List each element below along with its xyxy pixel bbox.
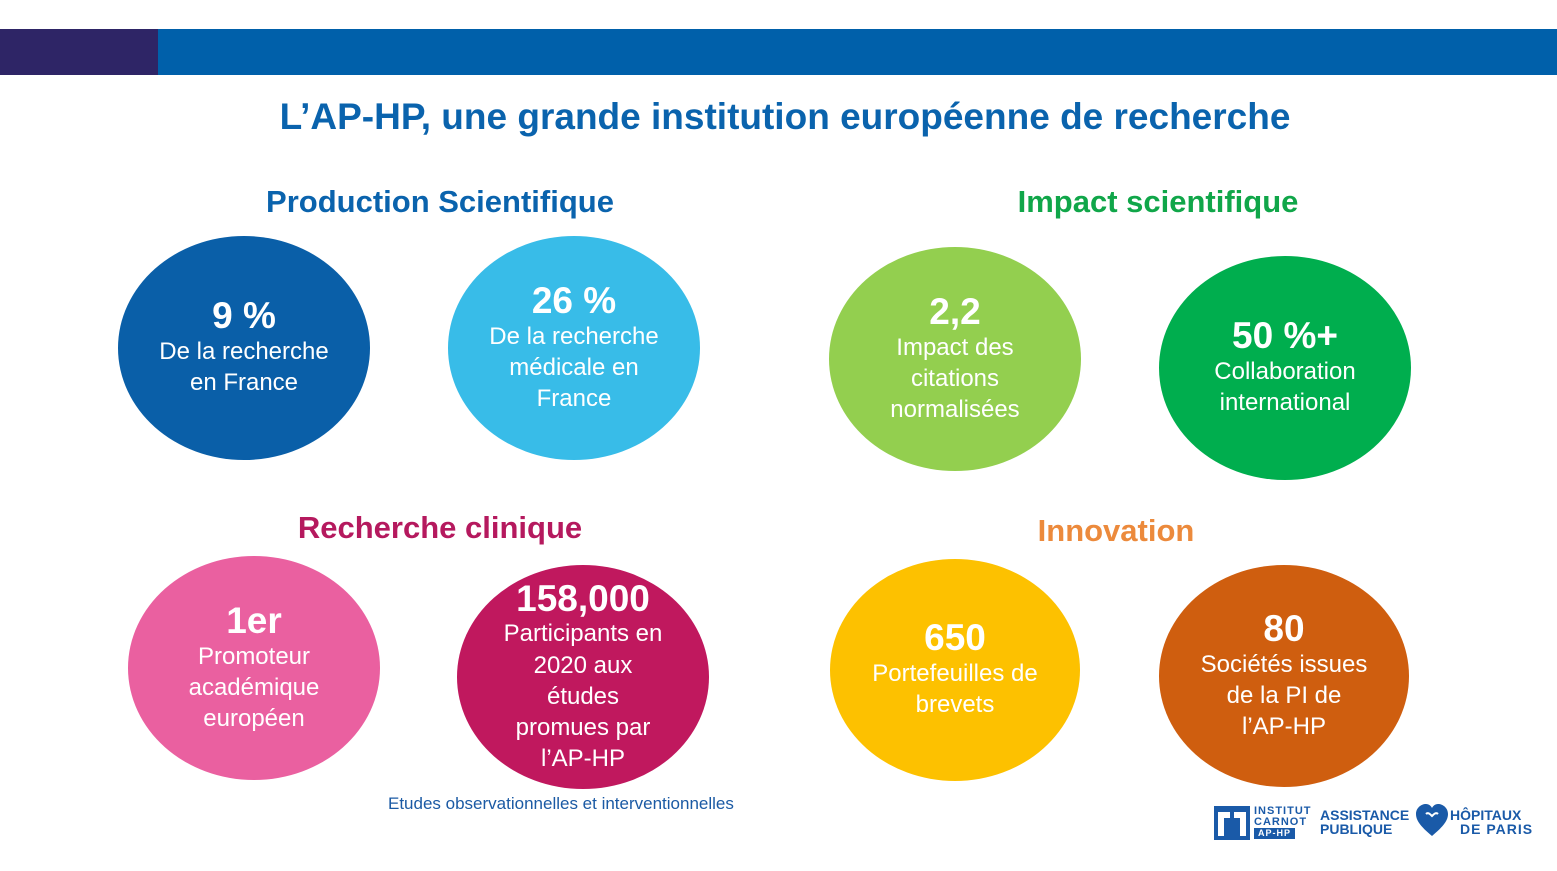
stat-value: 158,000 xyxy=(516,577,650,619)
stat-bubble-innovation-brevets: 650 Portefeuilles de brevets xyxy=(830,559,1080,781)
page-title: L’AP-HP, une grande institution européen… xyxy=(279,96,1291,137)
stat-bubble-production-medical: 26 % De la recherche médicale en France xyxy=(448,236,700,460)
stat-description: De la recherche médicale en France xyxy=(489,322,659,413)
stat-value: 80 xyxy=(1263,607,1305,649)
stat-description: Participants en 2020 aux études promues … xyxy=(503,620,663,773)
stat-bubble-innovation-societes: 80 Sociétés issues de la PI de l’AP-HP xyxy=(1159,565,1409,787)
stat-description: De la recherche en France xyxy=(159,338,329,397)
carnot-line-3: AP-HP xyxy=(1254,828,1296,839)
section-title-innovation: Innovation xyxy=(1037,513,1195,548)
stat-description: Collaboration international xyxy=(1214,358,1356,417)
aphp-line-2: PUBLIQUE xyxy=(1320,821,1393,837)
stat-value: 1er xyxy=(226,599,282,641)
footnote: Etudes observationnelles et intervention… xyxy=(388,794,734,813)
stat-description: Impact des citations normalisées xyxy=(890,333,1020,424)
stat-bubble-clinique-participants: 158,000 Participants en 2020 aux études … xyxy=(457,565,709,789)
stat-description: Promoteur académique européen xyxy=(188,642,320,733)
carnot-line-2: CARNOT xyxy=(1254,816,1308,828)
aphp-line-4: DE PARIS xyxy=(1460,821,1534,837)
stat-value: 26 % xyxy=(531,279,617,321)
aphp-line-3: HÔPITAUX xyxy=(1450,807,1522,823)
section-title-production: Production Scientifique xyxy=(266,184,614,219)
stat-bubble-impact-citations: 2,2 Impact des citations normalisées xyxy=(829,247,1081,471)
stat-value: 9 % xyxy=(212,295,276,337)
aphp-line-1: ASSISTANCE xyxy=(1320,807,1410,823)
stat-description: Portefeuilles de brevets xyxy=(872,660,1038,719)
stat-bubble-production-share: 9 % De la recherche en France xyxy=(118,236,370,460)
stat-value: 50 %+ xyxy=(1232,315,1338,357)
section-title-impact: Impact scientifique xyxy=(1017,184,1299,219)
heart-logo-icon xyxy=(1416,804,1448,836)
institut-carnot-logo xyxy=(1214,806,1250,840)
stat-bubble-impact-collaboration: 50 %+ Collaboration international xyxy=(1159,256,1411,480)
stat-value: 2,2 xyxy=(929,290,981,332)
header-bar-dark xyxy=(0,29,158,75)
section-title-clinique: Recherche clinique xyxy=(297,510,583,545)
stat-value: 650 xyxy=(924,617,986,659)
stat-description: Sociétés issues de la PI de l’AP-HP xyxy=(1200,650,1368,741)
carnot-line-1: INSTITUT xyxy=(1254,805,1312,817)
header-bar-blue xyxy=(158,29,1557,75)
stat-bubble-clinique-promoteur: 1er Promoteur académique européen xyxy=(128,556,380,780)
logos: INSTITUT CARNOT AP-HP ASSISTANCE PUBLIQU… xyxy=(1214,802,1534,844)
